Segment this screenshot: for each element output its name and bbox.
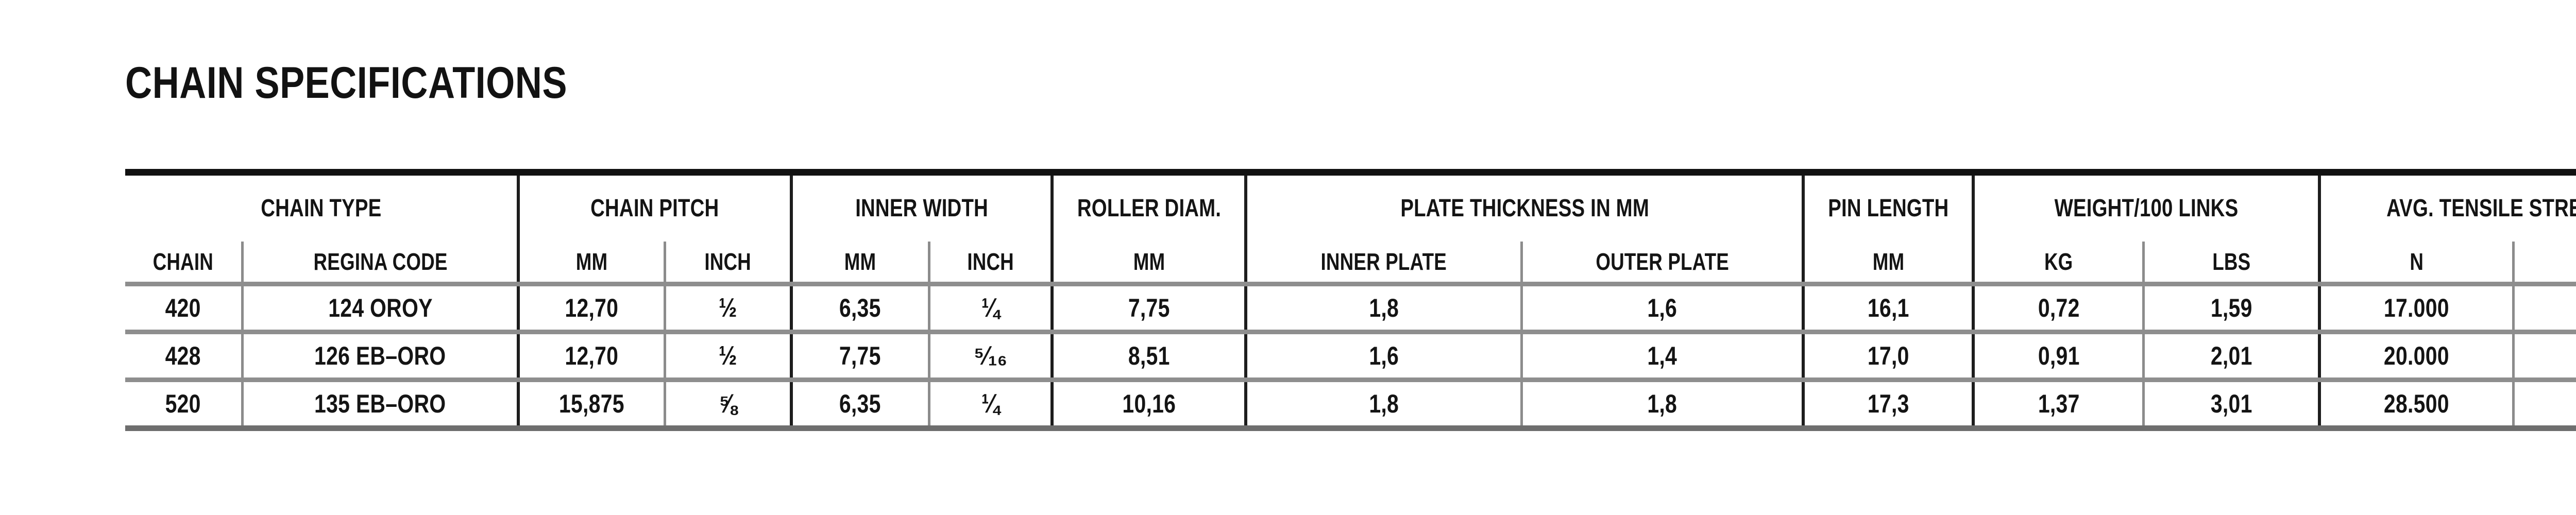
cell-regina-code: 135 EB–ORO	[241, 380, 519, 431]
sub-header-chain: CHAIN	[125, 242, 243, 286]
cell-pitch-inch: ⅝	[664, 380, 791, 431]
sub-header-inner-width-inch: INCH	[927, 242, 1053, 286]
cell-inner-width-inch: ¼	[927, 284, 1053, 334]
group-header-roller-diam-label: ROLLER DIAM.	[1077, 194, 1221, 222]
cell-chain: 428	[125, 332, 243, 382]
table-body: 420 124 OROY 12,70 ½ 6,35 ¼ 7,75 1,8 1,6…	[125, 284, 2576, 431]
cell-inner-width-inch: ⁵⁄₁₆	[927, 332, 1053, 382]
cell-tensile-lbs: 6.407	[2512, 380, 2576, 431]
cell-weight-lbs: 2,01	[2142, 332, 2320, 382]
cell-regina-code: 126 EB–ORO	[241, 332, 519, 382]
cell-pin-length-mm: 16,1	[1802, 284, 1974, 334]
table-row: 420 124 OROY 12,70 ½ 6,35 ¼ 7,75 1,8 1,6…	[125, 284, 2576, 334]
table-group-header-row: CHAIN TYPE CHAIN PITCH INNER WIDTH ROLLE…	[125, 169, 2576, 242]
sub-header-regina-code: REGINA CODE	[241, 242, 519, 286]
cell-tensile-lbs: 3.822	[2512, 284, 2576, 334]
sub-header-tensile-lbs: LBS	[2512, 242, 2576, 286]
cell-tensile-n: 20.000	[2318, 332, 2514, 382]
group-header-chain-pitch: CHAIN PITCH	[517, 169, 791, 242]
cell-weight-lbs: 3,01	[2142, 380, 2320, 431]
sub-header-weight-kg-label: KG	[2044, 248, 2073, 275]
cell-pitch-mm: 15,875	[517, 380, 665, 431]
group-header-roller-diam: ROLLER DIAM.	[1050, 169, 1246, 242]
group-header-weight-label: WEIGHT/100 LINKS	[2055, 194, 2239, 222]
cell-outer-plate: 1,4	[1520, 332, 1804, 382]
cell-inner-width-inch: ¼	[927, 380, 1053, 431]
group-header-plate-thickness: PLATE THICKNESS IN MM	[1244, 169, 1804, 242]
table-row: 428 126 EB–ORO 12,70 ½ 7,75 ⁵⁄₁₆ 8,51 1,…	[125, 332, 2576, 382]
sub-header-inner-plate: INNER PLATE	[1244, 242, 1522, 286]
sub-header-weight-lbs-label: LBS	[2212, 248, 2251, 275]
sub-header-weight-kg: KG	[1972, 242, 2144, 286]
group-header-weight: WEIGHT/100 LINKS	[1972, 169, 2320, 242]
cell-inner-plate: 1,6	[1244, 332, 1522, 382]
table-sub-header-row: CHAIN REGINA CODE MM INCH MM I	[125, 242, 2576, 286]
cell-pin-length-mm: 17,3	[1802, 380, 1974, 431]
sub-header-pin-length-mm: MM	[1802, 242, 1974, 286]
cell-inner-width-mm: 6,35	[789, 380, 929, 431]
group-header-inner-width-label: INNER WIDTH	[855, 194, 988, 222]
cell-tensile-n: 17.000	[2318, 284, 2514, 334]
chain-specifications-table: CHAIN TYPE CHAIN PITCH INNER WIDTH ROLLE…	[125, 169, 2576, 431]
cell-regina-code: 124 OROY	[241, 284, 519, 334]
sub-header-pitch-inch-label: INCH	[704, 248, 752, 275]
group-header-chain-type: CHAIN TYPE	[125, 169, 519, 242]
sub-header-outer-plate-label: OUTER PLATE	[1596, 248, 1729, 275]
cell-weight-kg: 0,72	[1972, 284, 2144, 334]
cell-tensile-lbs: 4.496	[2512, 332, 2576, 382]
sub-header-roller-diam-mm-label: MM	[1133, 248, 1165, 275]
sub-header-pitch-mm-label: MM	[575, 248, 608, 275]
group-header-plate-thickness-label: PLATE THICKNESS IN MM	[1400, 194, 1649, 222]
cell-inner-plate: 1,8	[1244, 284, 1522, 334]
cell-pitch-inch: ½	[664, 332, 791, 382]
sub-header-pin-length-mm-label: MM	[1872, 248, 1905, 275]
cell-tensile-n: 28.500	[2318, 380, 2514, 431]
cell-roller-diam-mm: 7,75	[1050, 284, 1246, 334]
cell-chain: 520	[125, 380, 243, 431]
cell-inner-plate: 1,8	[1244, 380, 1522, 431]
sub-header-tensile-n-label: N	[2410, 248, 2424, 275]
sub-header-inner-width-mm-label: MM	[844, 248, 876, 275]
sub-header-pitch-inch: INCH	[664, 242, 791, 286]
sub-header-roller-diam-mm: MM	[1050, 242, 1246, 286]
chain-specifications-table-wrapper: CHAIN TYPE CHAIN PITCH INNER WIDTH ROLLE…	[125, 169, 2576, 431]
sub-header-inner-plate-label: INNER PLATE	[1320, 248, 1447, 275]
table-row: 520 135 EB–ORO 15,875 ⅝ 6,35 ¼ 10,16 1,8…	[125, 380, 2576, 431]
sub-header-tensile-n: N	[2318, 242, 2514, 286]
cell-weight-lbs: 1,59	[2142, 284, 2320, 334]
cell-outer-plate: 1,8	[1520, 380, 1804, 431]
group-header-pin-length: PIN LENGTH	[1802, 169, 1974, 242]
group-header-chain-type-label: CHAIN TYPE	[260, 194, 382, 222]
group-header-tensile-strength-label: AVG. TENSILE STRENGTH	[2386, 194, 2576, 222]
cell-inner-width-mm: 7,75	[789, 332, 929, 382]
group-header-inner-width: INNER WIDTH	[789, 169, 1053, 242]
group-header-chain-pitch-label: CHAIN PITCH	[590, 194, 719, 222]
group-header-pin-length-label: PIN LENGTH	[1828, 194, 1949, 222]
cell-weight-kg: 1,37	[1972, 380, 2144, 431]
cell-chain: 420	[125, 284, 243, 334]
sub-header-inner-width-inch-label: INCH	[967, 248, 1014, 275]
cell-pin-length-mm: 17,0	[1802, 332, 1974, 382]
page-title: CHAIN SPECIFICATIONS	[125, 58, 567, 108]
cell-inner-width-mm: 6,35	[789, 284, 929, 334]
sub-header-outer-plate: OUTER PLATE	[1520, 242, 1804, 286]
sub-header-pitch-mm: MM	[517, 242, 665, 286]
cell-roller-diam-mm: 8,51	[1050, 332, 1246, 382]
cell-pitch-inch: ½	[664, 284, 791, 334]
cell-roller-diam-mm: 10,16	[1050, 380, 1246, 431]
sub-header-chain-label: CHAIN	[152, 248, 214, 275]
sub-header-regina-code-label: REGINA CODE	[313, 248, 448, 275]
sub-header-inner-width-mm: MM	[789, 242, 929, 286]
cell-pitch-mm: 12,70	[517, 284, 665, 334]
cell-pitch-mm: 12,70	[517, 332, 665, 382]
group-header-tensile-strength: AVG. TENSILE STRENGTH	[2318, 169, 2576, 242]
cell-outer-plate: 1,6	[1520, 284, 1804, 334]
sub-header-weight-lbs: LBS	[2142, 242, 2320, 286]
cell-weight-kg: 0,91	[1972, 332, 2144, 382]
